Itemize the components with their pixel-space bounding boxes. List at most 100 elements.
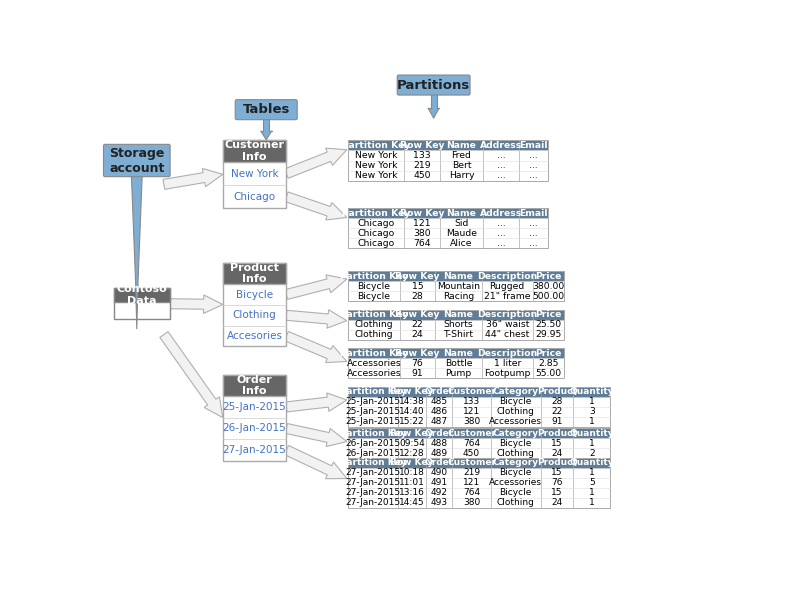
Text: Product: Product: [537, 458, 576, 467]
Text: Partition Key: Partition Key: [342, 208, 410, 218]
Text: Maude: Maude: [445, 228, 476, 238]
Text: Quantity: Quantity: [569, 387, 614, 396]
Text: 489: 489: [430, 449, 447, 458]
Text: Accessories: Accessories: [346, 359, 401, 368]
FancyArrow shape: [285, 424, 346, 447]
Text: New York: New York: [230, 168, 278, 179]
Text: 1: 1: [588, 488, 593, 498]
Bar: [114, 288, 170, 302]
Text: 15: 15: [411, 282, 423, 291]
Text: Partition Key: Partition Key: [339, 349, 407, 358]
Text: ...: ...: [529, 171, 537, 180]
Text: Category: Category: [492, 429, 538, 438]
Bar: [222, 375, 286, 396]
Bar: [348, 458, 610, 468]
Text: ...: ...: [529, 239, 537, 248]
Text: Price: Price: [534, 349, 561, 358]
Text: Row Key: Row Key: [395, 310, 439, 319]
Text: 11:01: 11:01: [399, 478, 424, 487]
Bar: [348, 310, 563, 320]
Bar: [263, 118, 269, 132]
FancyArrow shape: [284, 331, 346, 362]
Text: Customer
Info: Customer Info: [225, 141, 284, 162]
Text: 14:45: 14:45: [399, 498, 424, 507]
Text: ...: ...: [496, 151, 504, 160]
Text: Chicago: Chicago: [357, 219, 395, 228]
Text: Bicycle: Bicycle: [499, 468, 531, 478]
Text: Category: Category: [492, 387, 538, 396]
Text: Partition Key: Partition Key: [339, 387, 406, 396]
Text: 27-Jan-2015: 27-Jan-2015: [345, 468, 400, 478]
Text: Partition Key: Partition Key: [342, 141, 410, 150]
Text: Partition Key: Partition Key: [339, 429, 406, 438]
Text: 09:54: 09:54: [399, 439, 424, 448]
Text: 76: 76: [550, 478, 562, 487]
Text: Row Key: Row Key: [395, 272, 439, 281]
Text: 1 liter: 1 liter: [493, 359, 520, 368]
Text: Quantity: Quantity: [569, 458, 614, 467]
FancyArrow shape: [170, 295, 222, 313]
Text: New York: New York: [354, 161, 397, 170]
Text: Chicago: Chicago: [357, 228, 395, 238]
Bar: [348, 387, 610, 427]
Text: 27-Jan-2015: 27-Jan-2015: [345, 478, 400, 487]
Text: Quantity: Quantity: [569, 429, 614, 438]
Text: Mountain: Mountain: [436, 282, 480, 291]
Bar: [348, 428, 610, 439]
FancyArrow shape: [163, 168, 222, 189]
Text: Chicago: Chicago: [357, 239, 395, 248]
Text: 121: 121: [413, 219, 431, 228]
Text: Bicycle: Bicycle: [236, 290, 273, 300]
Bar: [348, 271, 563, 281]
Text: Email: Email: [519, 208, 547, 218]
Text: Bert: Bert: [452, 161, 471, 170]
Text: Contoso
Data: Contoso Data: [117, 284, 168, 306]
Bar: [348, 348, 563, 358]
Text: 2.85: 2.85: [537, 359, 558, 368]
Text: ...: ...: [496, 239, 504, 248]
Bar: [430, 93, 436, 110]
Text: Row Key: Row Key: [390, 429, 433, 438]
Text: 22: 22: [411, 321, 423, 330]
Text: 490: 490: [430, 468, 447, 478]
Text: Description: Description: [476, 349, 537, 358]
FancyArrow shape: [284, 445, 346, 479]
Text: 28: 28: [411, 292, 423, 301]
Text: ...: ...: [496, 219, 504, 228]
Text: 15:22: 15:22: [399, 418, 424, 427]
Text: ...: ...: [496, 171, 504, 180]
Text: Row Key: Row Key: [395, 349, 439, 358]
Text: 29.95: 29.95: [535, 330, 561, 339]
Text: 25-Jan-2015: 25-Jan-2015: [345, 398, 400, 407]
Text: Fred: Fred: [451, 151, 471, 160]
Text: Accessories: Accessories: [488, 418, 541, 427]
Text: Row Key: Row Key: [399, 141, 444, 150]
Text: Product
Info: Product Info: [230, 263, 278, 284]
Text: New York: New York: [354, 151, 397, 160]
Polygon shape: [132, 175, 142, 329]
Text: Clothing: Clothing: [354, 321, 393, 330]
Text: ...: ...: [529, 228, 537, 238]
Bar: [222, 141, 286, 162]
Text: Partition Key: Partition Key: [339, 458, 406, 467]
FancyBboxPatch shape: [103, 144, 170, 177]
Text: 450: 450: [463, 449, 480, 458]
Text: Storage
account: Storage account: [109, 147, 164, 175]
Polygon shape: [427, 108, 439, 118]
Bar: [348, 428, 610, 459]
Text: Bicycle: Bicycle: [499, 398, 531, 407]
Text: Partition Key: Partition Key: [339, 272, 407, 281]
Text: 14:38: 14:38: [399, 398, 424, 407]
Text: 15: 15: [550, 468, 562, 478]
Text: 450: 450: [413, 171, 430, 180]
Text: 2: 2: [588, 449, 593, 458]
Text: 21" frame: 21" frame: [484, 292, 530, 301]
Text: 380: 380: [413, 228, 431, 238]
Text: Order: Order: [424, 458, 453, 467]
Text: 91: 91: [550, 418, 562, 427]
Text: 91: 91: [411, 369, 423, 378]
Text: Shorts: Shorts: [443, 321, 472, 330]
Text: 380: 380: [463, 418, 480, 427]
Text: 487: 487: [430, 418, 447, 427]
Text: 25-Jan-2015: 25-Jan-2015: [345, 418, 400, 427]
